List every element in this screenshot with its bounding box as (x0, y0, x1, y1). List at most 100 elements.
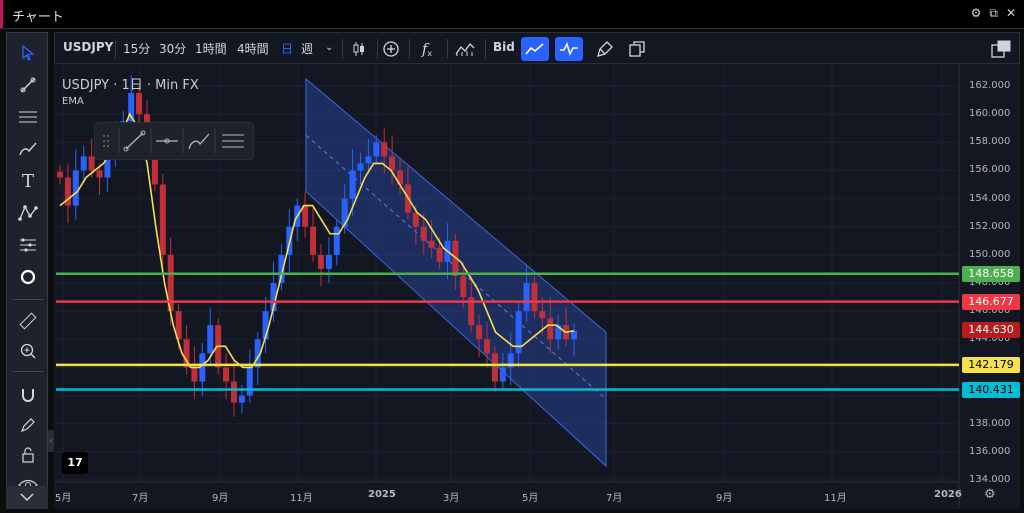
time-tick-label: 5月 (522, 493, 539, 504)
interval-1d[interactable]: 日 (281, 42, 294, 56)
drawing-toolbar: T (6, 32, 48, 509)
interval-4h[interactable]: 4時間 (237, 42, 269, 56)
candle-body (484, 339, 491, 354)
paint-brush-icon[interactable] (591, 37, 619, 61)
trendline-icon[interactable] (121, 129, 149, 157)
add-compare-icon[interactable] (377, 37, 405, 61)
templates-icon[interactable] (451, 37, 479, 61)
tradingview-logo[interactable]: 17 (62, 452, 88, 474)
level-price-label: 142.179 (962, 356, 1020, 373)
price-tick-label: 154.000 (969, 192, 1011, 204)
toolbar-divider (13, 299, 43, 300)
price-tick-label: 148.000 (969, 277, 1011, 288)
chart-area[interactable]: USDJPY · 1日 · Min FX EMA 17 134.000 136.0… (54, 64, 1020, 509)
candle-body (523, 283, 530, 312)
candle-body (136, 93, 143, 115)
price-tick-label: 162.000 (969, 80, 1011, 91)
candle-body (183, 339, 190, 368)
magnet-icon[interactable] (15, 383, 41, 407)
interval-30m[interactable]: 30分 (159, 42, 187, 56)
price-chart[interactable] (54, 64, 1020, 509)
candle-body (468, 297, 475, 326)
fib-lines-icon[interactable] (15, 105, 41, 129)
popout-icon[interactable]: ⧉ (989, 6, 998, 20)
candle-body (349, 170, 356, 199)
brush-icon[interactable] (185, 129, 213, 157)
candle-body (397, 170, 404, 185)
level-price-label: 146.677 (962, 293, 1020, 310)
forecast-icon[interactable] (15, 233, 41, 257)
candle-body (333, 226, 340, 255)
price-tick-label: 150.000 (969, 248, 1011, 260)
candle-body (571, 330, 577, 340)
window-controls: ⚙ ⧉ ✕ (971, 6, 1016, 21)
floating-drawing-toolbar (94, 122, 254, 160)
time-tick-label: 9月 (212, 493, 229, 504)
candle-body (302, 205, 309, 227)
candle-body (499, 367, 506, 382)
candle-body (80, 156, 87, 171)
chevron-down-icon[interactable]: ⌄ (325, 42, 334, 53)
layout-icon[interactable] (987, 37, 1015, 61)
pencil-lock-icon[interactable] (15, 413, 41, 437)
symbol-search-button[interactable]: USDJPY (63, 40, 114, 54)
candle-body (254, 339, 261, 368)
fib-lines-icon[interactable] (219, 129, 247, 157)
candle-body (428, 240, 435, 248)
lock-icon[interactable] (15, 443, 41, 467)
time-tick-label: 2025 (368, 489, 396, 500)
price-tick-label: 146.000 (969, 305, 1011, 317)
candle-body (310, 226, 317, 255)
candle-body (317, 254, 324, 269)
candle-body (191, 367, 198, 382)
trend-chart-icon[interactable] (521, 37, 549, 61)
candle-body (412, 212, 419, 227)
level-price-label: 148.658 (962, 265, 1020, 282)
candle-body (270, 283, 277, 312)
circle-icon[interactable] (15, 265, 41, 289)
price-type-button[interactable]: Bid (493, 40, 515, 54)
ruler-icon[interactable] (15, 309, 41, 333)
candle-body (223, 367, 230, 382)
current-price-label: 144.630 (962, 322, 1020, 339)
close-icon[interactable]: ✕ (1005, 6, 1016, 20)
candles-icon[interactable] (345, 37, 373, 61)
price-tick-label: 156.000 (969, 164, 1011, 176)
candle-body (381, 142, 388, 157)
titlebar-accent (0, 0, 3, 28)
candle-body (515, 311, 522, 354)
collapse-sidebar-handle[interactable]: ‹ (48, 430, 54, 452)
chevron-down-icon[interactable] (6, 486, 48, 509)
text-icon[interactable]: T (21, 170, 34, 192)
interval-15m[interactable]: 15分 (123, 42, 151, 56)
candle-body (64, 177, 71, 206)
price-tick-label: 134.000 (969, 474, 1011, 485)
interval-1h[interactable]: 1時間 (195, 42, 227, 56)
candle-body (175, 311, 182, 340)
trendline-icon[interactable] (15, 73, 41, 97)
candle-body (373, 142, 380, 157)
time-tick-label: 11月 (290, 493, 313, 504)
pulse-chart-icon[interactable] (555, 37, 583, 61)
channel-midline (305, 134, 607, 400)
toolbar-divider (13, 371, 43, 372)
price-axis-panel (959, 64, 1020, 509)
pattern-icon[interactable] (15, 201, 41, 225)
gear-icon[interactable]: ⚙ (970, 6, 982, 20)
candle-body (491, 353, 498, 382)
gear-icon[interactable]: ⚙ (984, 487, 996, 502)
candle-body (476, 325, 483, 340)
candle-body (57, 171, 63, 178)
horizontal-ray-icon[interactable] (153, 129, 181, 157)
cursor-icon[interactable] (15, 41, 41, 65)
candle-body (262, 311, 269, 340)
interval-1w[interactable]: 週 (301, 42, 314, 56)
brush-icon[interactable] (15, 137, 41, 161)
price-tick-label: 158.000 (969, 136, 1011, 148)
zoom-in-icon[interactable] (15, 339, 41, 363)
chart-legend-indicator[interactable]: EMA (62, 96, 84, 107)
layers-icon[interactable] (623, 37, 651, 61)
candle-body (88, 156, 95, 171)
candle-body (389, 156, 396, 171)
